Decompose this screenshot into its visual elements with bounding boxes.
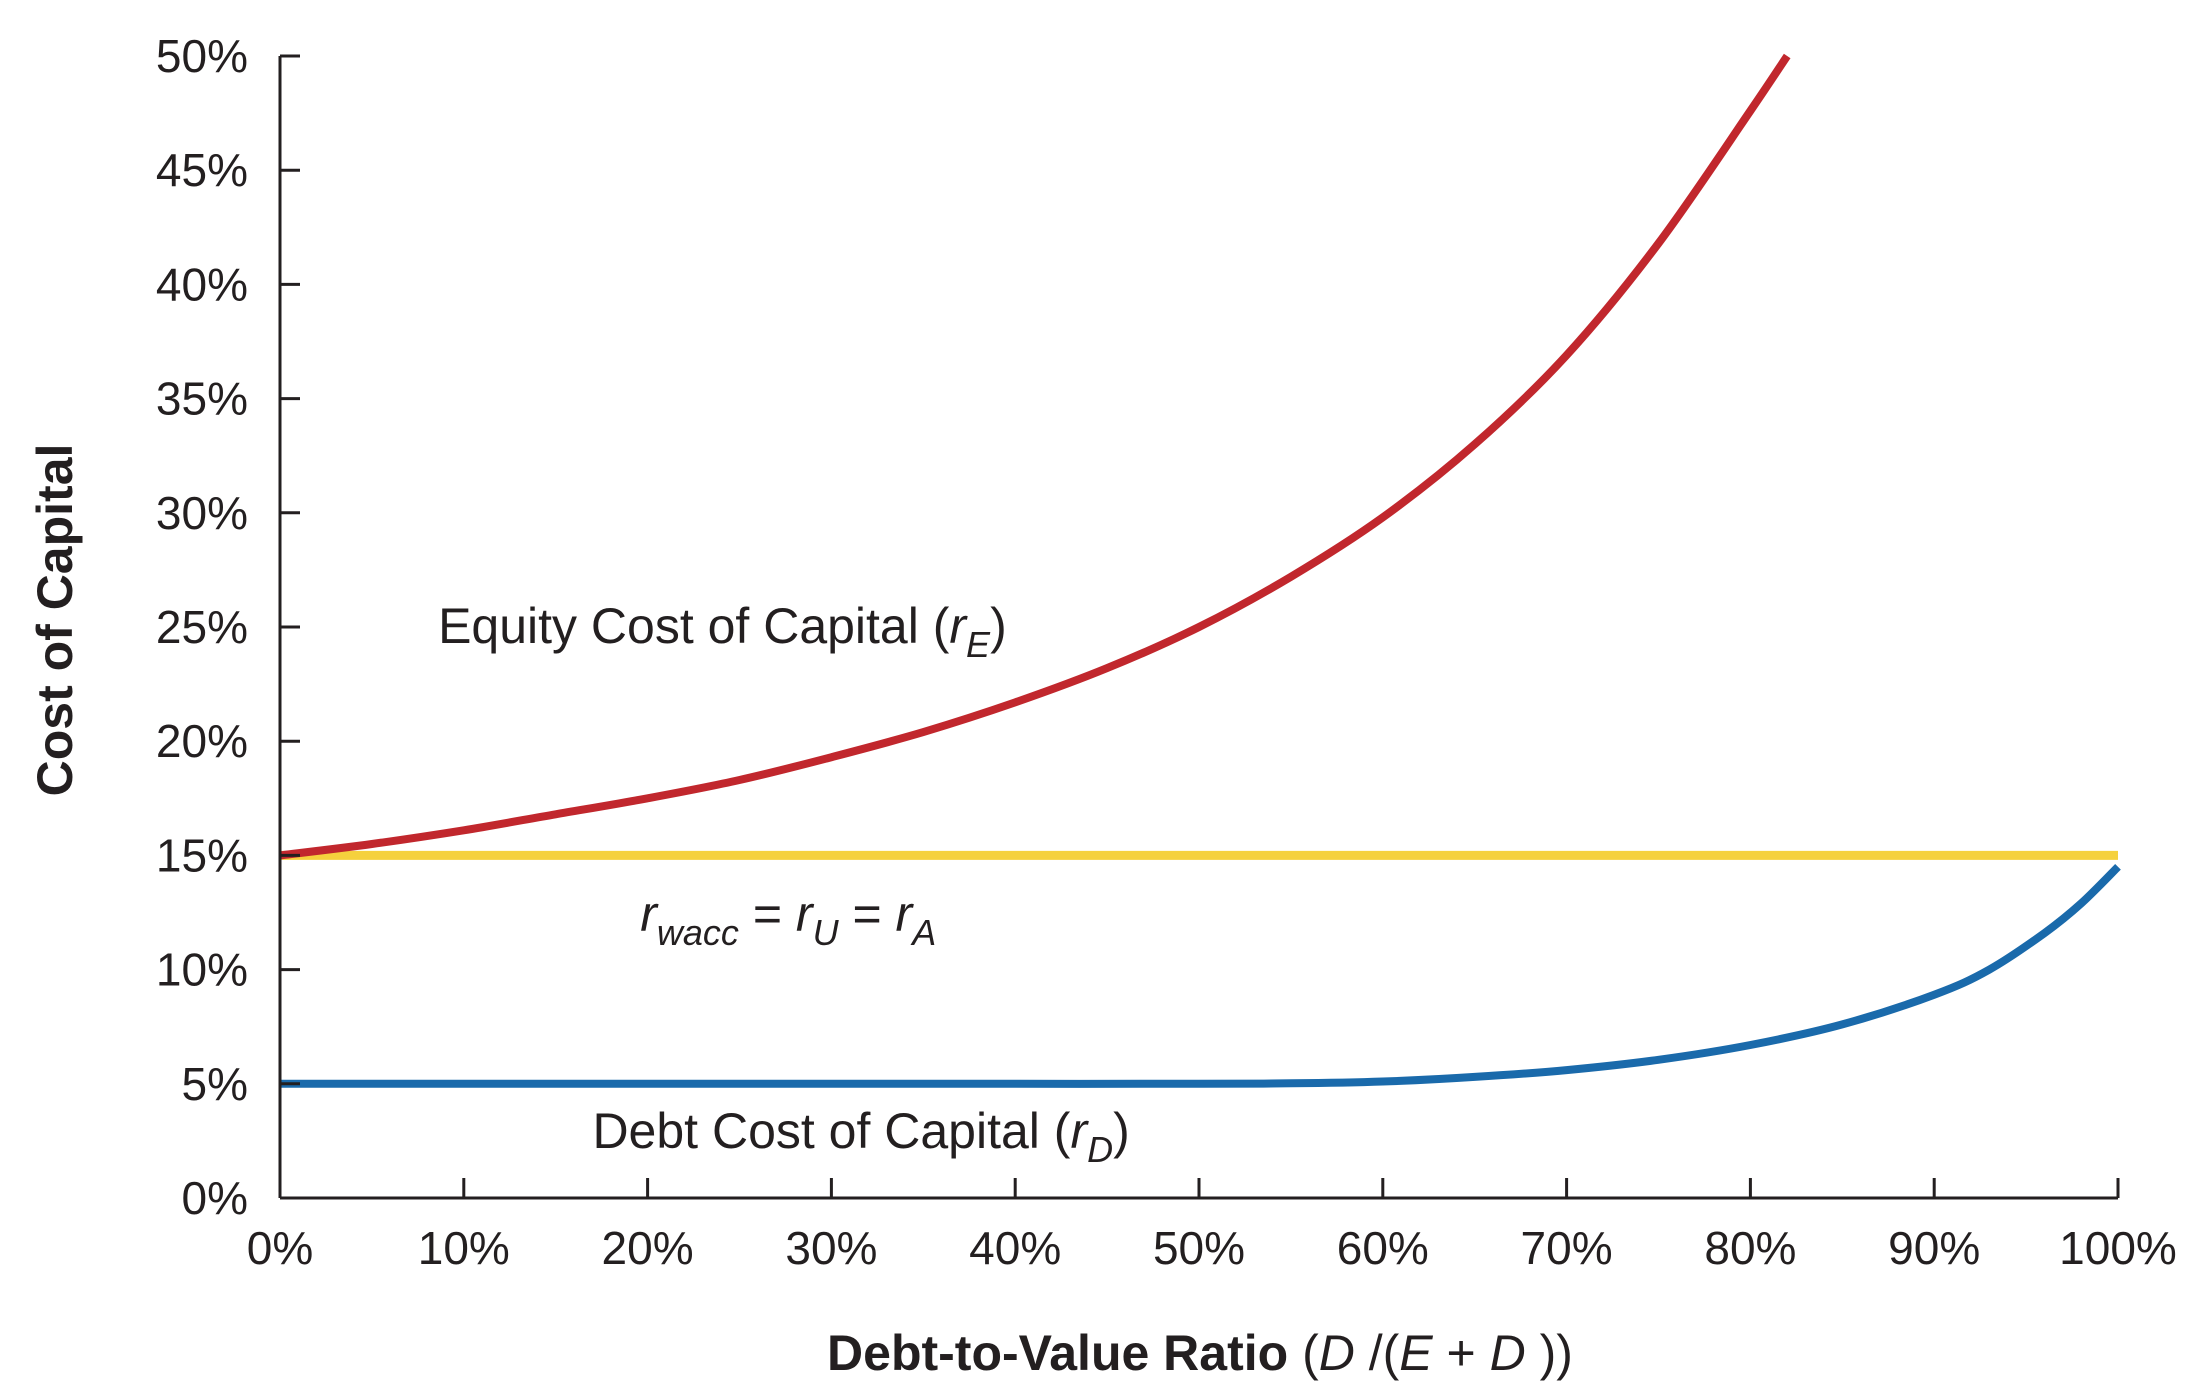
x-tick-label: 90% — [1888, 1222, 1980, 1274]
equity-curve-label: Equity Cost of Capital (rE) — [438, 598, 1007, 665]
x-tick-label: 0% — [247, 1222, 313, 1274]
x-tick-label: 70% — [1521, 1222, 1613, 1274]
debt-curve-label: Debt Cost of Capital (rD) — [592, 1103, 1129, 1170]
y-tick-label: 25% — [156, 601, 248, 653]
y-tick-label: 35% — [156, 373, 248, 425]
y-tick-label: 50% — [156, 30, 248, 82]
y-tick-label: 0% — [182, 1172, 248, 1224]
y-tick-label: 45% — [156, 144, 248, 196]
x-tick-label: 10% — [418, 1222, 510, 1274]
x-tick-label: 40% — [969, 1222, 1061, 1274]
x-tick-label: 30% — [785, 1222, 877, 1274]
y-tick-label: 5% — [182, 1058, 248, 1110]
y-tick-label: 15% — [156, 829, 248, 881]
wacc-line-label: rwacc = rU = rA — [640, 886, 936, 953]
x-tick-label: 100% — [2059, 1222, 2177, 1274]
series-layer — [279, 53, 2121, 1088]
x-tick-label: 60% — [1337, 1222, 1429, 1274]
y-tick-label: 30% — [156, 487, 248, 539]
ticks-layer: 0% 5% 10% 15% 20% 25% 30% 35% 40% 45% 50% 0% 10% 20% 3… — [156, 30, 2177, 1274]
x-tick-label: 50% — [1153, 1222, 1245, 1274]
equity-series-line — [279, 53, 1791, 860]
x-tick-label: 80% — [1704, 1222, 1796, 1274]
y-tick-label: 20% — [156, 715, 248, 767]
y-tick-label: 10% — [156, 944, 248, 996]
y-tick-label: 40% — [156, 258, 248, 310]
debt-series-line — [279, 863, 2121, 1088]
y-axis-title: Cost of Capital — [27, 444, 83, 797]
x-axis-title: Debt-to-Value Ratio (D /(E + D )) — [827, 1325, 1573, 1381]
x-tick-label: 20% — [602, 1222, 694, 1274]
